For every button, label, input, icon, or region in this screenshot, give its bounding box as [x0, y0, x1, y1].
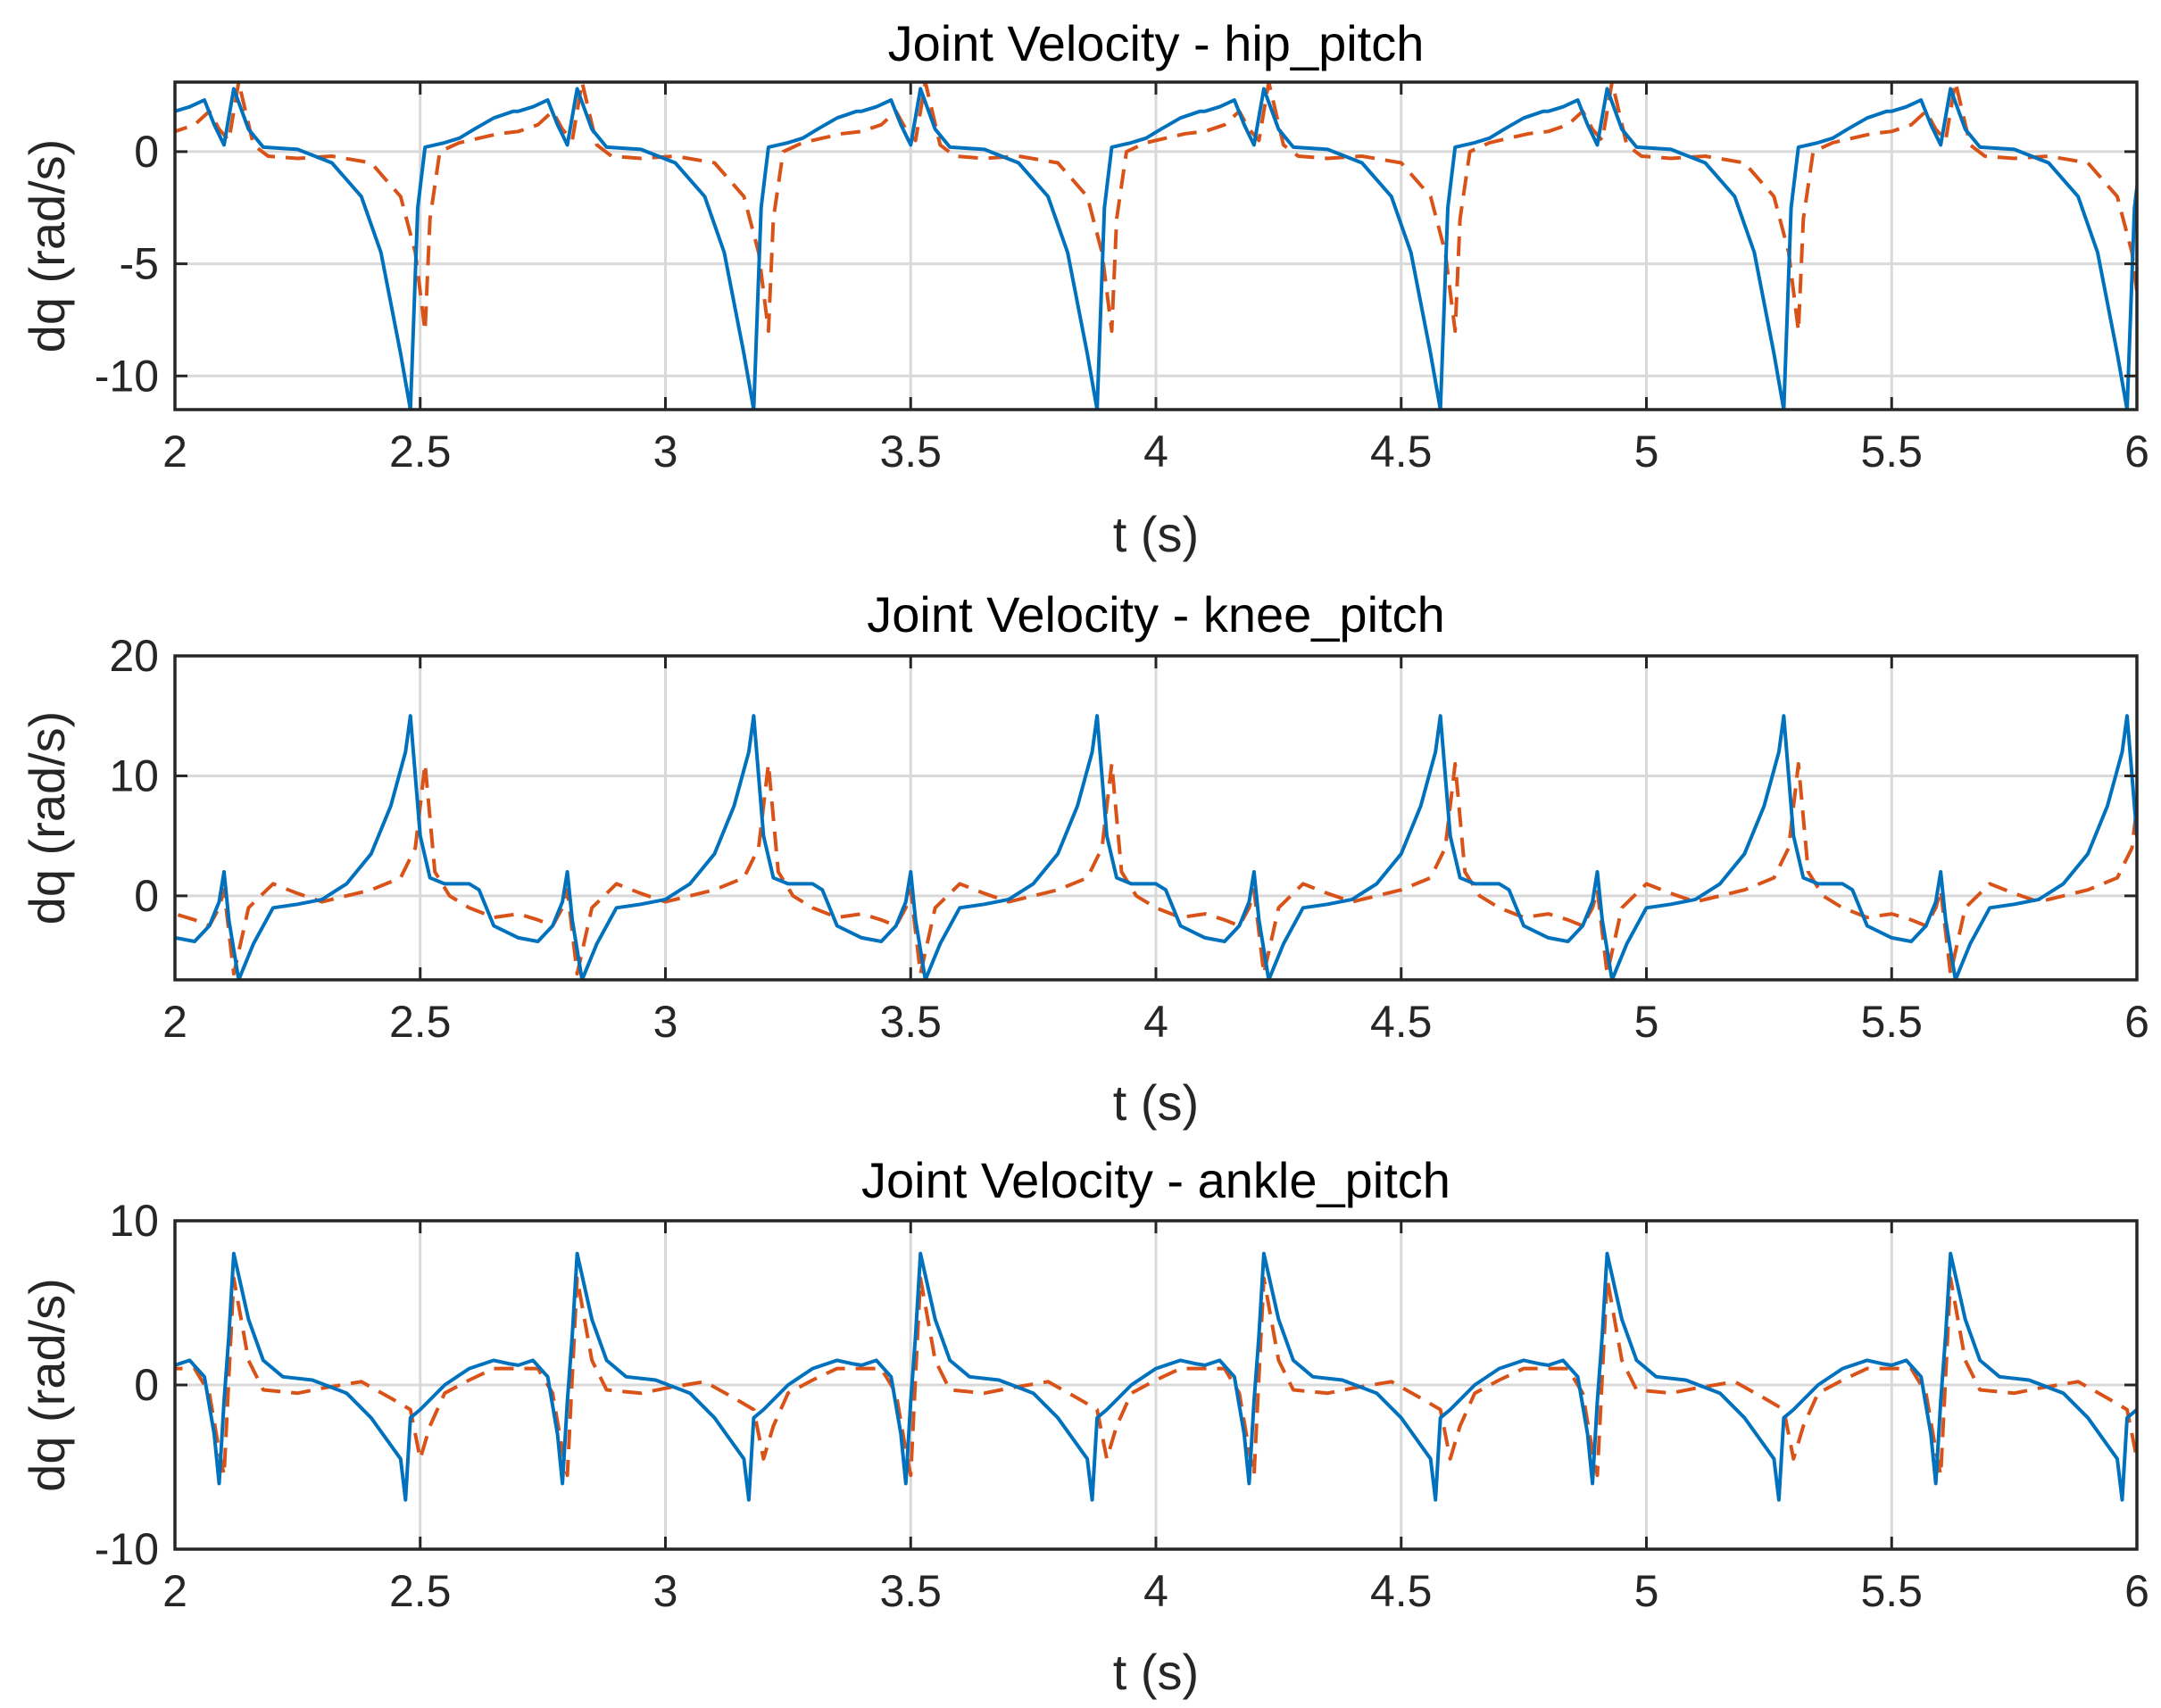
hip-pitch-x-tick-label: 5.5: [1860, 427, 1923, 477]
knee-pitch-x-tick-label: 3: [653, 997, 678, 1047]
knee-pitch-x-tick-label: 4: [1143, 997, 1168, 1047]
knee-pitch-panel: 2 2.5 3 3.5 4 4.5 5 5.5 6 0 10 20 Joint Velocity - …: [19, 586, 2149, 1131]
ankle-pitch-y-label: dq (rad/s): [19, 1278, 75, 1492]
hip-pitch-reference-series-line: [175, 82, 2137, 333]
ankle-pitch-actual-series-line: [175, 1251, 2137, 1502]
hip-pitch-x-tick-label: 3: [653, 427, 678, 477]
knee-pitch-ticks: 2 2.5 3 3.5 4 4.5 5 5.5 6 0 10 20: [109, 631, 2149, 1047]
ankle-pitch-actual-layer: [175, 1251, 2137, 1502]
ankle-pitch-ticks: 2 2.5 3 3.5 4 4.5 5 5.5 6 -10 0 10: [95, 1196, 2149, 1616]
knee-pitch-x-tick-label: 3.5: [879, 997, 942, 1047]
knee-pitch-x-tick-label: 4.5: [1370, 997, 1433, 1047]
knee-pitch-x-label: t (s): [1113, 1074, 1199, 1131]
knee-pitch-y-label: dq (rad/s): [19, 711, 75, 925]
hip-pitch-x-tick-label: 5: [1634, 427, 1659, 477]
hip-pitch-x-label: t (s): [1113, 506, 1199, 562]
hip-pitch-x-tick-label: 2.5: [389, 427, 452, 477]
ankle-pitch-x-tick-label: 2: [162, 1566, 187, 1616]
hip-pitch-panel: 2 2.5 3 3.5 4 4.5 5 5.5 6 -10 -5 0 Joint Velocity -…: [19, 15, 2149, 562]
knee-pitch-x-tick-label: 5.5: [1860, 997, 1923, 1047]
ankle-pitch-x-tick-label: 4: [1143, 1566, 1168, 1616]
hip-pitch-y-tick-label: -5: [120, 239, 159, 289]
hip-pitch-title: Joint Velocity - hip_pitch: [888, 15, 1425, 71]
hip-pitch-y-tick-label: -10: [95, 351, 159, 401]
knee-pitch-x-tick-label: 6: [2124, 997, 2149, 1047]
ankle-pitch-y-tick-label: 0: [134, 1360, 159, 1410]
hip-pitch-x-tick-label: 4: [1143, 427, 1168, 477]
ankle-pitch-panel: 2 2.5 3 3.5 4 4.5 5 5.5 6 -10 0 10 Joint Velocity -…: [19, 1152, 2149, 1700]
hip-pitch-reference-layer: [175, 82, 2137, 333]
knee-pitch-y-tick-label: 10: [109, 750, 159, 800]
knee-pitch-x-tick-label: 5: [1634, 997, 1659, 1047]
knee-pitch-actual-series-line: [175, 714, 2137, 980]
ankle-pitch-x-label: t (s): [1113, 1644, 1199, 1700]
hip-pitch-x-tick-label: 3.5: [879, 427, 942, 477]
knee-pitch-y-tick-label: 20: [109, 631, 159, 681]
ankle-pitch-x-tick-label: 2.5: [389, 1566, 452, 1616]
knee-pitch-title: Joint Velocity - knee_pitch: [867, 586, 1444, 643]
ankle-pitch-reference-layer: [175, 1276, 2137, 1478]
knee-pitch-x-tick-label: 2.5: [389, 997, 452, 1047]
ankle-pitch-x-tick-label: 5.5: [1860, 1566, 1923, 1616]
ankle-pitch-x-tick-label: 3.5: [879, 1566, 942, 1616]
ankle-pitch-x-tick-label: 6: [2124, 1566, 2149, 1616]
knee-pitch-y-tick-label: 0: [134, 871, 159, 921]
hip-pitch-y-label: dq (rad/s): [19, 139, 75, 353]
hip-pitch-x-tick-label: 2: [162, 427, 187, 477]
ankle-pitch-y-tick-label: -10: [95, 1524, 159, 1574]
ankle-pitch-x-tick-label: 5: [1634, 1566, 1659, 1616]
ankle-pitch-reference-series-line: [175, 1276, 2137, 1478]
knee-pitch-reference-series-line: [175, 762, 2137, 976]
hip-pitch-actual-layer: [175, 87, 2137, 410]
hip-pitch-x-tick-label: 6: [2124, 427, 2149, 477]
knee-pitch-reference-layer: [175, 762, 2137, 976]
hip-pitch-ticks: 2 2.5 3 3.5 4 4.5 5 5.5 6 -10 -5 0: [95, 82, 2149, 477]
ankle-pitch-x-tick-label: 4.5: [1370, 1566, 1433, 1616]
ankle-pitch-x-tick-label: 3: [653, 1566, 678, 1616]
knee-pitch-x-tick-label: 2: [162, 997, 187, 1047]
hip-pitch-actual-series-line: [175, 87, 2137, 410]
ankle-pitch-y-tick-label: 10: [109, 1196, 159, 1246]
hip-pitch-y-tick-label: 0: [134, 127, 159, 177]
ankle-pitch-title: Joint Velocity - ankle_pitch: [861, 1152, 1450, 1208]
hip-pitch-x-tick-label: 4.5: [1370, 427, 1433, 477]
knee-pitch-actual-layer: [175, 714, 2137, 980]
